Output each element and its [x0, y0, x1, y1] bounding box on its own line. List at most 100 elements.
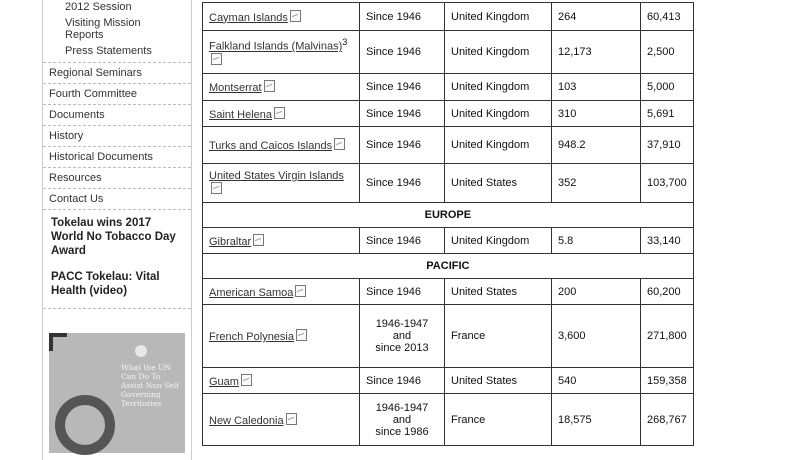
territory-link[interactable]: Gibraltar — [209, 235, 252, 248]
territory-cell: Turks and Caicos Islands — [202, 126, 360, 164]
population-cell: 37,910 — [640, 126, 694, 164]
since-cell: Since 1946 — [359, 30, 445, 74]
since-line: and — [392, 330, 412, 342]
area-cell: 200 — [551, 278, 641, 305]
region-heading: PACIFIC — [202, 253, 694, 279]
pdf-icon[interactable] — [334, 138, 346, 150]
population-cell: 2,500 — [640, 30, 694, 74]
admin-cell: United Kingdom — [444, 2, 552, 31]
table-row: Turks and Caicos Islands Since 1946 United… — [202, 126, 694, 164]
population-cell: 268,767 — [640, 393, 694, 446]
territory-link[interactable]: American Samoa — [209, 286, 294, 299]
nav-resources[interactable]: Resources — [43, 167, 191, 188]
area-cell: 352 — [551, 163, 641, 203]
area-cell: 18,575 — [551, 393, 641, 446]
territory-cell: French Polynesia — [202, 304, 360, 368]
territory-link[interactable]: Cayman Islands — [209, 11, 288, 24]
admin-cell: United Kingdom — [444, 73, 552, 101]
admin-cell: United States — [444, 163, 552, 203]
population-cell: 33,140 — [640, 227, 694, 254]
nav-historical-documents[interactable]: Historical Documents — [43, 146, 191, 167]
pdf-icon[interactable] — [211, 182, 222, 194]
territory-link[interactable]: French Polynesia — [209, 331, 294, 343]
since-cell: Since 1946 — [359, 100, 445, 127]
promo-banner[interactable]: What the UN Can Do To Assist Non-Self Go… — [49, 333, 185, 455]
population-cell: 271,800 — [640, 304, 694, 368]
pdf-icon[interactable] — [295, 284, 307, 297]
table-row: Cayman Islands Since 1946 United Kingdom 26… — [202, 2, 694, 31]
since-cell: 1946-1947 and since 1986 — [359, 393, 445, 446]
territory-cell: American Samoa — [202, 278, 360, 305]
pdf-icon[interactable] — [253, 233, 265, 246]
territory-link[interactable]: Guam — [209, 375, 239, 388]
since-cell: Since 1946 — [359, 2, 445, 31]
territory-cell: Falkland Islands (Malvinas)3 — [202, 30, 360, 74]
nav-documents[interactable]: Documents — [43, 104, 191, 125]
admin-cell: United Kingdom — [444, 126, 552, 164]
circle-graphic-icon — [55, 395, 115, 455]
territory-cell: Saint Helena — [202, 100, 360, 127]
nav-contact-us[interactable]: Contact Us — [43, 188, 191, 209]
pdf-icon[interactable] — [211, 52, 222, 65]
table-row: United States Virgin Islands Since 1946 Un… — [202, 163, 694, 203]
admin-cell: United Kingdom — [444, 30, 552, 74]
footnote-ref[interactable]: 3 — [342, 37, 348, 48]
table-row: Gibraltar Since 1946 United Kingdom 5.8 33,1… — [202, 227, 694, 254]
table-row: Guam Since 1946 United States 540 159,358 — [202, 367, 694, 394]
since-cell: Since 1946 — [359, 126, 445, 164]
news-link-tokelau-award[interactable]: Tokelau wins 2017 World No Tobacco Day A… — [51, 217, 176, 257]
territory-link[interactable]: Montserrat — [209, 82, 262, 94]
area-cell: 540 — [551, 367, 641, 394]
since-cell: Since 1946 — [359, 73, 445, 101]
pdf-icon[interactable] — [240, 373, 252, 386]
area-cell: 948.2 — [551, 126, 641, 164]
nav-history[interactable]: History — [43, 125, 191, 146]
table-row: Montserrat Since 1946 United Kingdom 103 5,0… — [202, 73, 694, 101]
admin-cell: United Kingdom — [444, 100, 552, 127]
sub-nav: 2012 Session Visiting Mission Reports Pr… — [43, 0, 191, 57]
since-cell: Since 1946 — [359, 227, 445, 254]
admin-cell: France — [444, 393, 552, 446]
table-row: New Caledonia 1946-1947 and since 1986 Franc… — [202, 393, 694, 446]
territory-cell: New Caledonia — [202, 393, 360, 446]
pdf-icon[interactable] — [263, 80, 275, 92]
territory-link[interactable]: New Caledonia — [209, 414, 284, 427]
since-cell: Since 1946 — [359, 278, 445, 305]
pdf-icon[interactable] — [289, 9, 301, 22]
pdf-icon[interactable] — [274, 106, 285, 119]
since-line: 1946-1947 — [375, 401, 429, 414]
admin-cell: United Kingdom — [444, 227, 552, 254]
nav-fourth-committee[interactable]: Fourth Committee — [43, 83, 191, 104]
area-cell: 310 — [551, 100, 641, 127]
population-cell: 5,691 — [640, 100, 694, 127]
since-line: since 1986 — [375, 425, 429, 438]
territory-link[interactable]: Saint Helena — [209, 108, 272, 121]
sub-item-press-statements[interactable]: Press Statements — [65, 45, 152, 57]
population-cell: 60,413 — [640, 2, 694, 31]
table-row: Falkland Islands (Malvinas)3 Since 1946 Un… — [202, 30, 694, 74]
since-line: since 2013 — [375, 342, 429, 354]
nav-regional-seminars[interactable]: Regional Seminars — [43, 62, 191, 83]
admin-cell: France — [444, 304, 552, 368]
population-cell: 5,000 — [640, 73, 694, 101]
territory-link[interactable]: Turks and Caicos Islands — [209, 140, 333, 152]
population-cell: 60,200 — [640, 278, 694, 305]
territories-table: Cayman Islands Since 1946 United Kingdom 26… — [202, 2, 694, 446]
territory-link[interactable]: Falkland Islands (Malvinas) — [209, 40, 343, 53]
territory-link[interactable]: United States Virgin Islands — [209, 170, 344, 182]
table-row: French Polynesia 1946-1947 and since 2013 Fr… — [202, 304, 694, 368]
population-cell: 103,700 — [640, 163, 694, 203]
pdf-icon[interactable] — [285, 412, 297, 425]
corner-mark-icon — [49, 333, 67, 351]
region-row: PACIFIC — [202, 253, 694, 279]
sidebar: 2012 Session Visiting Mission Reports Pr… — [42, 0, 192, 460]
area-cell: 3,600 — [551, 304, 641, 368]
sub-item-visiting-mission-reports[interactable]: Visiting Mission Reports — [65, 17, 141, 41]
since-cell: Since 1946 — [359, 367, 445, 394]
news-link-pacc-video[interactable]: PACC Tokelau: Vital Health (video) — [51, 271, 160, 297]
territory-cell: Guam — [202, 367, 360, 394]
region-heading: EUROPE — [202, 202, 694, 228]
area-cell: 5.8 — [551, 227, 641, 254]
pdf-icon[interactable] — [296, 329, 307, 341]
sub-item-2012-session[interactable]: 2012 Session — [65, 1, 132, 13]
